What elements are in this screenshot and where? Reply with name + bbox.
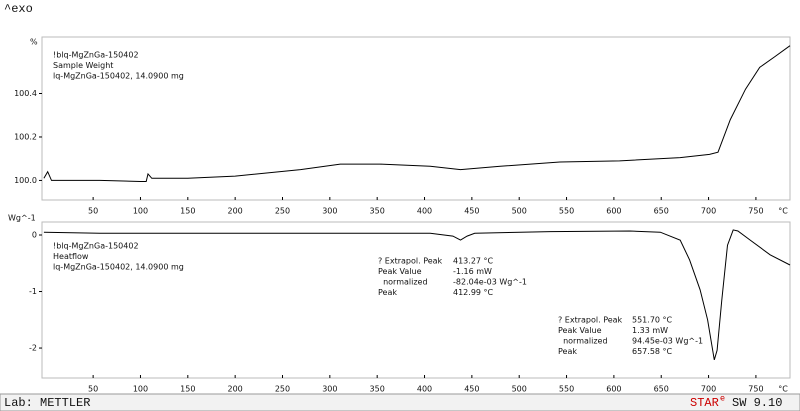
x-tick-label: 650: [654, 207, 669, 216]
x-tick-label: 550: [559, 207, 574, 216]
x-tick-label: 350: [370, 385, 385, 394]
x-tick-label: 150: [180, 385, 195, 394]
annotation: Sample Weight: [53, 61, 113, 70]
plot-frame: [41, 221, 791, 379]
peak-label: Peak Value: [378, 267, 422, 276]
peak-value: 551.70 °C: [632, 316, 673, 325]
annotation: lq-MgZnGa-150402, 14.0900 mg: [53, 263, 184, 272]
x-tick-label: 750: [748, 385, 763, 394]
peak-label: ? Extrapol. Peak: [378, 257, 443, 266]
x-tick-label: 250: [275, 207, 290, 216]
x-tick-label: 450: [464, 207, 479, 216]
x-tick-label: 400: [417, 207, 432, 216]
x-tick-label: 550: [559, 385, 574, 394]
y-tick-label: 100.0: [14, 176, 37, 185]
x-axis-label: °C: [778, 385, 788, 394]
y-tick-label: 0: [32, 231, 37, 240]
x-tick-label: 300: [322, 385, 337, 394]
x-tick-label: 100: [133, 207, 148, 216]
brand: STAR: [690, 396, 719, 410]
peak-label: Peak: [558, 347, 577, 356]
peak-label: Peak: [378, 288, 397, 297]
x-tick-label: 600: [606, 207, 621, 216]
y-tick-label: -2: [29, 344, 37, 353]
annotation: lq-MgZnGa-150402, 14.0900 mg: [53, 72, 184, 81]
peak-value: -82.04e-03 Wg^-1: [453, 278, 527, 287]
y-tick-label: -1: [29, 287, 37, 296]
x-tick-label: 150: [180, 207, 195, 216]
peak-label: ? Extrapol. Peak: [558, 316, 623, 325]
status-bar: [0, 393, 800, 411]
lab-label: Lab: METTLER: [4, 396, 90, 410]
x-tick-label: 500: [512, 207, 527, 216]
annotation: Heatflow: [53, 252, 89, 261]
annotation: !blq-MgZnGa-150402: [53, 242, 139, 251]
y-axis-label: %: [30, 38, 38, 47]
x-axis-label: °C: [778, 207, 788, 216]
y-tick-label: 100.4: [14, 89, 37, 98]
data-line: [43, 229, 791, 361]
exo-label: ^exo: [4, 2, 33, 16]
x-tick-label: 750: [748, 207, 763, 216]
x-tick-label: 200: [228, 385, 243, 394]
x-tick-label: 700: [701, 385, 716, 394]
y-axis-label: Wg^-1: [8, 214, 36, 223]
y-tick-label: 100.2: [14, 132, 37, 141]
x-tick-label: 350: [370, 207, 385, 216]
x-tick-label: 600: [606, 385, 621, 394]
x-tick-label: 400: [417, 385, 432, 394]
peak-label: Peak Value: [558, 326, 602, 335]
peak-value: 657.58 °C: [632, 347, 673, 356]
peak-value: -1.16 mW: [453, 267, 492, 276]
peak-label: normalized: [558, 337, 608, 346]
x-tick-label: 700: [701, 207, 716, 216]
peak-value: 1.33 mW: [632, 326, 668, 335]
brand-sup: e: [720, 394, 725, 403]
x-tick-label: 500: [512, 385, 527, 394]
x-tick-label: 300: [322, 207, 337, 216]
peak-value: 94.45e-03 Wg^-1: [632, 337, 703, 346]
plot-frame: [41, 36, 791, 201]
peak-value: 413.27 °C: [453, 257, 494, 266]
x-tick-label: 450: [464, 385, 479, 394]
x-tick-label: 50: [88, 385, 98, 394]
version: SW 9.10: [732, 396, 782, 410]
x-tick-label: 650: [654, 385, 669, 394]
data-line: [43, 45, 791, 182]
annotation: !blq-MgZnGa-150402: [53, 51, 139, 60]
x-tick-label: 200: [228, 207, 243, 216]
peak-label: normalized: [378, 278, 428, 287]
x-tick-label: 100: [133, 385, 148, 394]
peak-value: 412.99 °C: [453, 288, 494, 297]
x-tick-label: 50: [88, 207, 98, 216]
x-tick-label: 250: [275, 385, 290, 394]
